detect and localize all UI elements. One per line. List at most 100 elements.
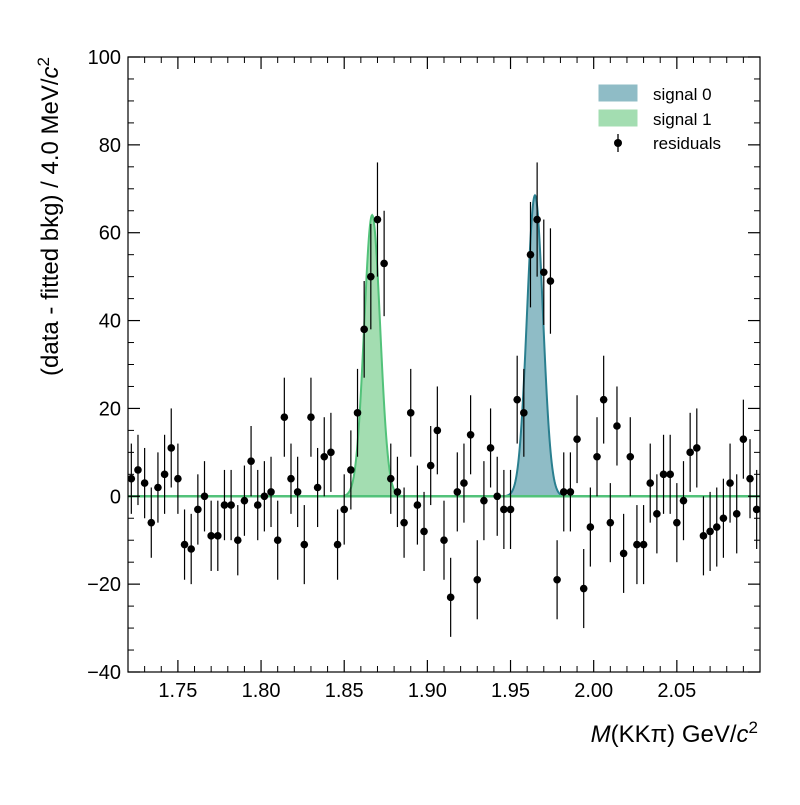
x-tick-label: 1.75: [158, 680, 197, 702]
residual-point: [406, 409, 415, 417]
signal-0-curve: [501, 193, 569, 498]
residual-point: [174, 474, 182, 483]
y-tick-label: −20: [87, 574, 121, 596]
residual-point: [360, 325, 368, 334]
x-tick-label: 1.80: [242, 680, 281, 702]
residual-point: [739, 435, 748, 443]
residual-point: [340, 505, 349, 514]
residual-points: [127, 162, 761, 637]
residual-point: [686, 448, 694, 457]
residual-point: [214, 532, 222, 540]
residual-point: [520, 409, 528, 417]
residual-point: [513, 395, 521, 404]
signal-0-area: [501, 195, 569, 497]
residual-point: [526, 250, 535, 259]
residual-point: [699, 532, 708, 540]
residual-point: [347, 466, 355, 474]
residual-point: [280, 413, 289, 422]
residual-point: [194, 505, 202, 514]
residual-point: [287, 474, 295, 483]
residual-point: [633, 540, 641, 549]
residual-point: [367, 272, 375, 281]
residual-point: [546, 277, 555, 285]
residual-point: [679, 496, 688, 505]
residual-point: [719, 514, 728, 523]
residual-point: [599, 395, 608, 404]
signal-1-area: [338, 215, 406, 497]
y-tick-label: 20: [99, 398, 121, 420]
residual-point: [207, 532, 215, 540]
x-tick-label: 1.90: [408, 680, 447, 702]
x-axis-title: M(KKπ) GeV/c2: [591, 718, 758, 748]
residual-point: [593, 452, 601, 461]
residual-point: [486, 444, 495, 452]
residual-point: [693, 444, 701, 452]
residual-point: [154, 483, 162, 492]
residual-point: [134, 466, 142, 474]
y-tick-labels: −40 −20 0 20 40 60 80 100: [87, 47, 121, 684]
y-tick-label: −40: [87, 662, 121, 684]
residual-point: [460, 479, 468, 487]
legend-label-signal-0: signal 0: [653, 85, 712, 104]
residual-point: [473, 575, 482, 584]
residual-point: [666, 470, 674, 479]
residual-point: [253, 501, 262, 509]
residual-point: [167, 444, 176, 452]
residual-point: [426, 461, 435, 470]
residual-point: [400, 518, 408, 527]
residual-point: [626, 452, 635, 461]
x-tick-label: 2.05: [657, 680, 696, 702]
y-tick-label: 60: [99, 223, 121, 245]
residual-point: [559, 488, 568, 496]
y-axis-title: (data - fitted bkg) / 4.0 MeV/c2: [34, 57, 64, 376]
residual-point: [267, 488, 275, 496]
x-tick-labels: 1.75 1.80 1.85 1.90 1.95 2.00 2.05: [158, 680, 696, 702]
residual-point: [619, 549, 628, 558]
residual-point: [313, 483, 322, 492]
residual-point: [566, 488, 575, 496]
residual-point: [293, 488, 302, 496]
residual-point: [327, 448, 335, 457]
residual-point: [746, 474, 754, 483]
residual-point: [127, 474, 136, 483]
residual-point: [433, 426, 442, 435]
y-tick-label: 80: [99, 135, 121, 157]
residual-point: [493, 492, 502, 501]
residual-point: [606, 518, 615, 527]
residual-point: [646, 479, 655, 487]
residual-point: [300, 540, 309, 549]
residual-point: [147, 518, 156, 527]
residual-point: [752, 505, 761, 514]
residual-point: [420, 527, 428, 536]
y-tick-label: 40: [99, 311, 121, 333]
residual-point: [732, 510, 741, 518]
residual-point: [573, 435, 581, 443]
residual-point: [500, 505, 508, 514]
residual-point: [659, 470, 668, 479]
residual-point: [539, 268, 548, 277]
residual-point: [333, 540, 342, 549]
residual-point: [180, 540, 189, 549]
residual-point: [320, 452, 329, 461]
legend-swatch-signal-1: [598, 109, 638, 127]
residual-point: [227, 501, 235, 509]
legend-label-signal-1: signal 1: [653, 110, 712, 129]
residual-point: [160, 470, 169, 479]
residual-point: [553, 575, 561, 584]
axis-ticks: [127, 56, 761, 673]
residual-point: [260, 492, 269, 501]
residual-point: [413, 501, 422, 509]
y-tick-label: 100: [88, 47, 121, 69]
residual-point: [453, 488, 462, 496]
residual-point: [613, 422, 621, 430]
residual-point: [712, 523, 721, 531]
residual-point: [273, 536, 282, 545]
x-tick-label: 1.95: [491, 680, 530, 702]
y-tick-label: 0: [110, 486, 121, 508]
residual-point: [200, 492, 209, 501]
residual-point: [466, 430, 475, 439]
residual-point: [187, 545, 195, 553]
residual-point: [579, 584, 588, 593]
